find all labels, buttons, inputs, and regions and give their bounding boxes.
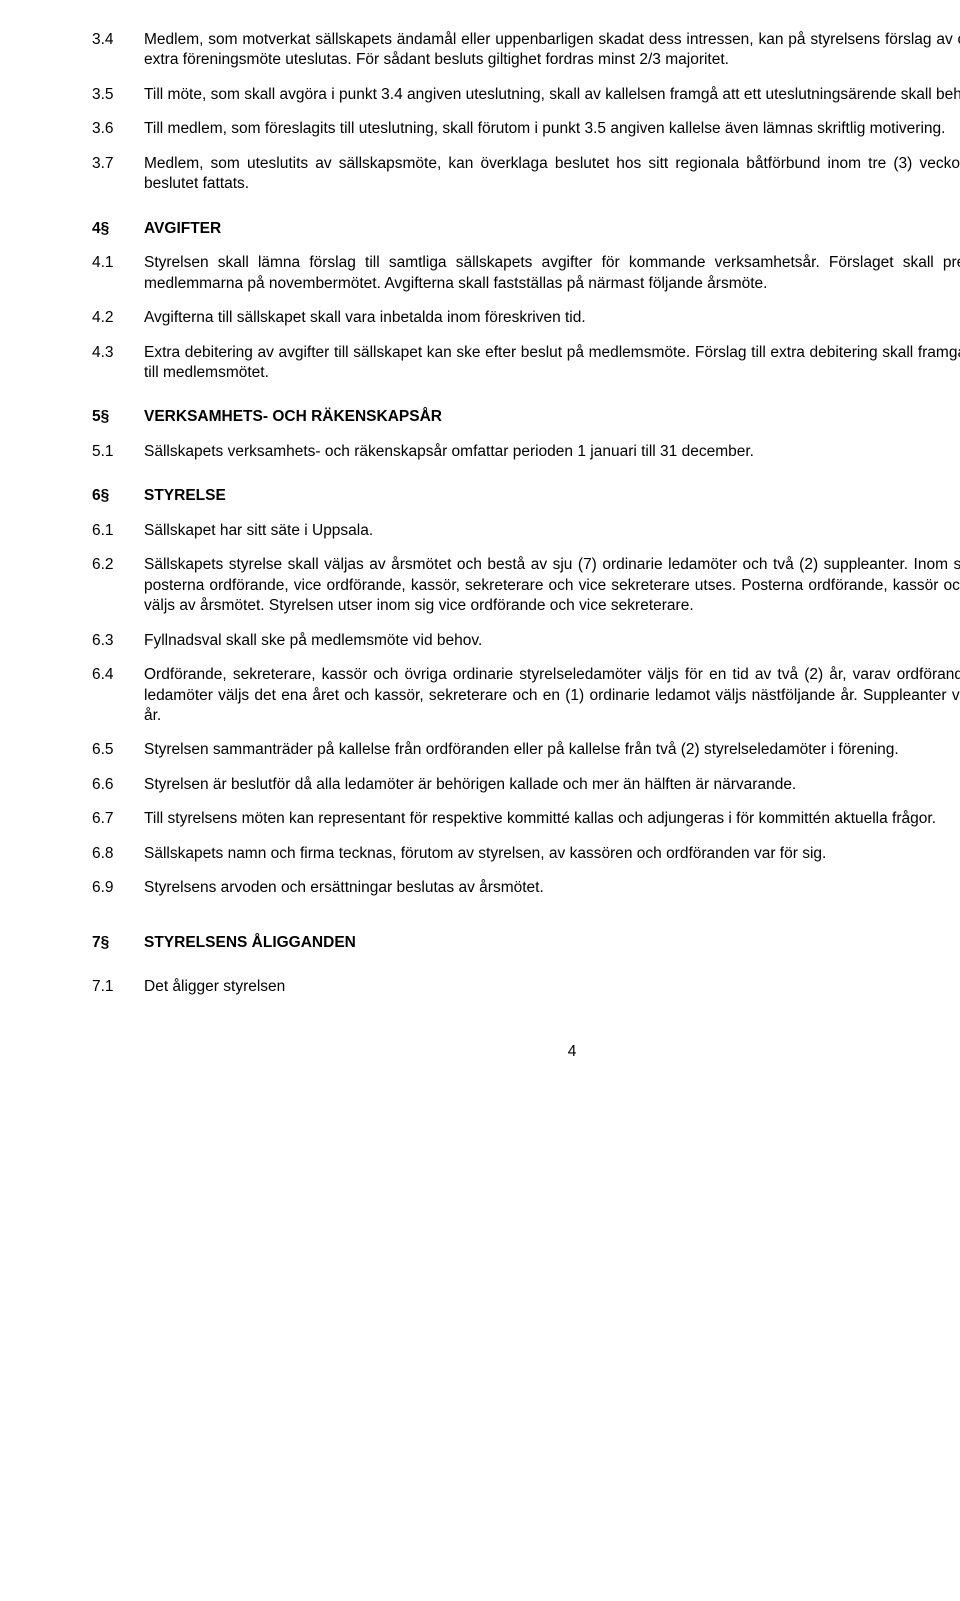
clause-row: 6.9 Styrelsens arvoden och ersättningar … [92,878,960,898]
clause-text: Styrelsen skall lämna förslag till samtl… [144,253,960,294]
clause-row: 6.6 Styrelsen är beslutför då alla ledam… [92,775,960,795]
clause-row: 3.7 Medlem, som uteslutits av sällskapsm… [92,154,960,195]
clause-row: 6.5 Styrelsen sammanträder på kallelse f… [92,740,960,760]
clause-row: 6.2 Sällskapets styrelse skall väljas av… [92,555,960,616]
clause-row: 3.4 Medlem, som motverkat sällskapets än… [92,30,960,71]
clause-row: 4.3 Extra debitering av avgifter till sä… [92,343,960,384]
clause-text: Till möte, som skall avgöra i punkt 3.4 … [144,85,960,105]
clause-number: 6.9 [92,878,144,898]
clause-number: 4.2 [92,308,144,328]
clause-row: 3.6 Till medlem, som föreslagits till ut… [92,119,960,139]
clause-row: 6.3 Fyllnadsval skall ske på medlemsmöte… [92,631,960,651]
clause-text: Till medlem, som föreslagits till uteslu… [144,119,960,139]
clause-text: Sällskapet har sitt säte i Uppsala. [144,521,960,541]
clause-row: 4.2 Avgifterna till sällskapet skall var… [92,308,960,328]
section-title: AVGIFTER [144,219,960,239]
clause-number: 3.7 [92,154,144,195]
clause-number: 3.5 [92,85,144,105]
clause-text: Fyllnadsval skall ske på medlemsmöte vid… [144,631,960,651]
clause-row: 4.1 Styrelsen skall lämna förslag till s… [92,253,960,294]
clause-number: 7.1 [92,977,144,997]
section-number: 5§ [92,407,144,427]
clause-number: 6.4 [92,665,144,726]
clause-text: Styrelsen sammanträder på kallelse från … [144,740,960,760]
clause-text: Det åligger styrelsen [144,977,960,997]
clause-number: 6.8 [92,844,144,864]
clause-number: 6.7 [92,809,144,829]
clause-number: 4.1 [92,253,144,294]
clause-number: 6.6 [92,775,144,795]
section-number: 7§ [92,933,144,953]
clause-text: Sällskapets namn och firma tecknas, föru… [144,844,960,864]
clause-number: 5.1 [92,442,144,462]
clause-row: 3.5 Till möte, som skall avgöra i punkt … [92,85,960,105]
section-title: STYRELSE [144,486,960,506]
section-number: 6§ [92,486,144,506]
clause-number: 6.1 [92,521,144,541]
section-number: 4§ [92,219,144,239]
clause-row: 5.1 Sällskapets verksamhets- och räkensk… [92,442,960,462]
section-heading-row: 5§ VERKSAMHETS- OCH RÄKENSKAPSÅR [92,407,960,427]
section-heading-row: 6§ STYRELSE [92,486,960,506]
section-heading-row: 7§ STYRELSENS ÅLIGGANDEN [92,933,960,953]
clause-number: 3.4 [92,30,144,71]
clause-number: 6.2 [92,555,144,616]
section-title: VERKSAMHETS- OCH RÄKENSKAPSÅR [144,407,960,427]
clause-text: Ordförande, sekreterare, kassör och övri… [144,665,960,726]
clause-number: 4.3 [92,343,144,384]
clause-row: 6.8 Sällskapets namn och firma tecknas, … [92,844,960,864]
clause-text: Extra debitering av avgifter till sällsk… [144,343,960,384]
clause-text: Avgifterna till sällskapet skall vara in… [144,308,960,328]
clause-number: 6.3 [92,631,144,651]
clause-row: 6.4 Ordförande, sekreterare, kassör och … [92,665,960,726]
clause-row: 6.1 Sällskapet har sitt säte i Uppsala. [92,521,960,541]
section-heading-row: 4§ AVGIFTER [92,219,960,239]
clause-text: Medlem, som motverkat sällskapets ändamå… [144,30,960,71]
clause-number: 6.5 [92,740,144,760]
clause-text: Styrelsens arvoden och ersättningar besl… [144,878,960,898]
clause-text: Styrelsen är beslutför då alla ledamöter… [144,775,960,795]
clause-text: Medlem, som uteslutits av sällskapsmöte,… [144,154,960,195]
page-number: 4 [92,1042,960,1062]
clause-text: Sällskapets verksamhets- och räkenskapså… [144,442,960,462]
clause-text: Till styrelsens möten kan representant f… [144,809,960,829]
clause-row: 7.1 Det åligger styrelsen [92,977,960,997]
clause-row: 6.7 Till styrelsens möten kan representa… [92,809,960,829]
clause-number: 3.6 [92,119,144,139]
section-title: STYRELSENS ÅLIGGANDEN [144,933,960,953]
clause-text: Sällskapets styrelse skall väljas av års… [144,555,960,616]
